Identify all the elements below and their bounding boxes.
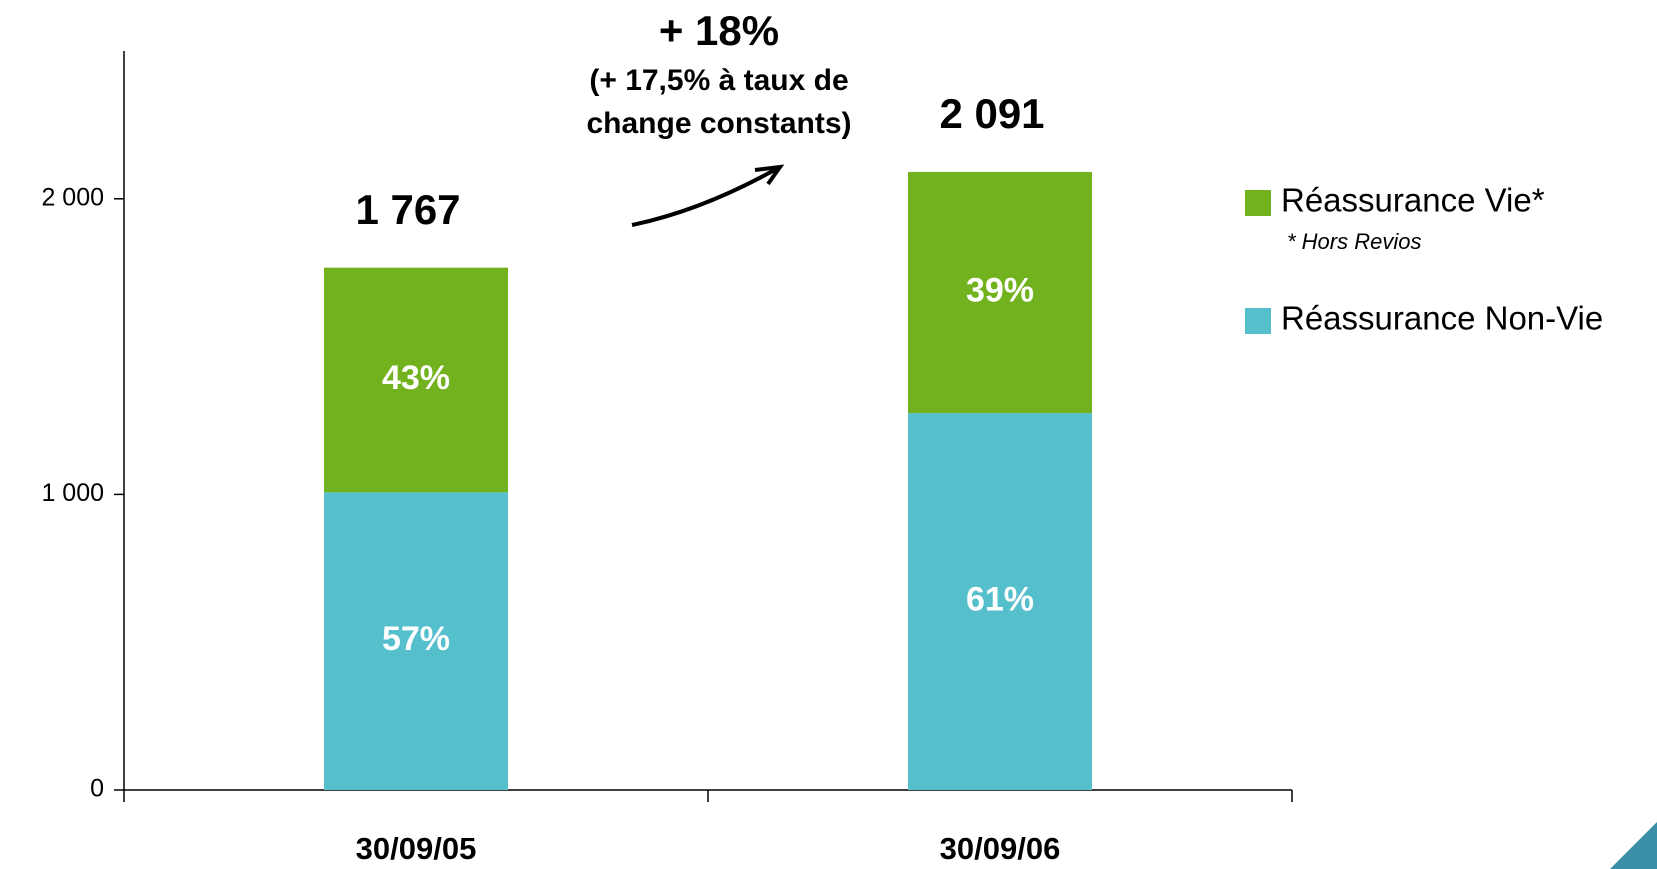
growth-arrow [631,164,785,227]
y-tick-label: 0 [90,775,104,803]
total-label: 1 767 [355,186,460,233]
x-tick-label: 30/09/05 [356,831,477,866]
annotation-line: change constants) [586,107,851,140]
total-label: 2 091 [939,90,1044,137]
percent-label: 43% [382,359,450,397]
legend-label: Réassurance Non-Vie [1281,300,1603,337]
bar-segment [908,413,1092,790]
legend-swatch [1245,308,1271,334]
bar-segment [324,267,508,493]
legend-swatch [1245,190,1271,216]
bar-segment [324,492,508,790]
percent-label: 57% [382,620,450,658]
corner-decoration [1610,822,1657,869]
y-tick-label: 2 000 [41,183,104,211]
legend-note: * Hors Revios [1287,229,1421,254]
annotation-headline: + 18% [659,7,779,54]
legend-label: Réassurance Vie* [1281,182,1545,219]
percent-label: 39% [966,271,1034,309]
percent-label: 61% [966,581,1034,619]
x-tick-label: 30/09/06 [940,831,1061,866]
annotation-line: (+ 17,5% à taux de [589,64,848,97]
bar-segment [908,171,1092,414]
y-tick-label: 1 000 [41,479,104,507]
